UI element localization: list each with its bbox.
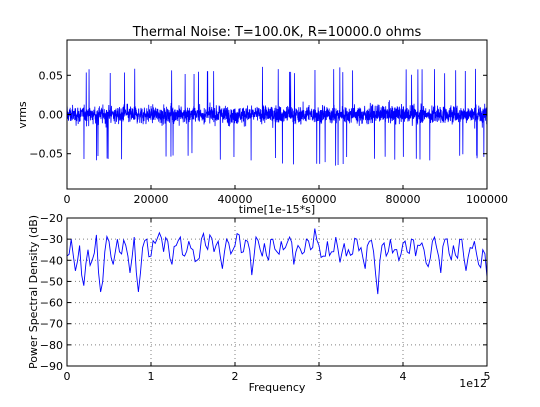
y-tick-label: −40: [40, 254, 63, 267]
x-tick-label: 100000: [466, 193, 508, 206]
time-x-label: time[1e-15*s]: [239, 203, 315, 216]
time-series-layer: [66, 66, 488, 166]
psd-x-offset-label: 1e12: [459, 377, 487, 390]
x-tick-label: 80000: [386, 193, 421, 206]
y-tick-label: −20: [40, 212, 63, 225]
x-tick-label: 5: [484, 370, 491, 383]
x-tick-label: 1: [148, 370, 155, 383]
psd-x-label: Frequency: [249, 381, 306, 394]
y-tick-label: −90: [40, 360, 63, 373]
psd-series-line: [66, 228, 488, 295]
psd-plot-frame: [66, 217, 488, 367]
y-tick-label: −0.05: [29, 148, 63, 161]
x-tick-label: 0: [64, 193, 71, 206]
y-tick-label: −30: [40, 233, 63, 246]
y-tick-label: 0.00: [39, 109, 64, 122]
x-tick-label: 60000: [302, 193, 337, 206]
time-x-ticks: 0 20000 40000 60000 80000 100000: [64, 40, 508, 206]
y-tick-label: −60: [40, 297, 63, 310]
time-plot-title: Thermal Noise: T=100.0K, R=10000.0 ohms: [132, 25, 422, 40]
x-tick-label: 2: [232, 370, 239, 383]
y-tick-label: −70: [40, 318, 63, 331]
time-domain-axes: Thermal Noise: T=100.0K, R=10000.0 ohms …: [16, 25, 508, 216]
x-tick-label: 4: [400, 370, 407, 383]
time-y-label: vrms: [16, 101, 29, 129]
psd-grid: [67, 218, 487, 366]
y-tick-label: 0.05: [39, 69, 64, 82]
psd-series-layer: [66, 228, 488, 295]
x-tick-label: 40000: [218, 193, 253, 206]
psd-x-ticks: 0 1 2 3 4 5: [64, 218, 491, 383]
y-tick-label: −50: [40, 275, 63, 288]
psd-axes: 0 1 2 3 4 5 −20 −30 −40 −50 −60 −70 −80 −90 Frequenc…: [27, 212, 491, 394]
x-tick-label: 20000: [134, 193, 169, 206]
y-tick-label: −80: [40, 339, 63, 352]
time-y-ticks: 0.05 0.00 −0.05: [29, 69, 487, 161]
psd-y-ticks: −20 −30 −40 −50 −60 −70 −80 −90: [40, 212, 487, 373]
x-tick-label: 0: [64, 370, 71, 383]
psd-y-label: Power Spectral Density (dB): [27, 215, 40, 369]
noise-series-line: [66, 66, 488, 166]
x-tick-label: 3: [316, 370, 323, 383]
